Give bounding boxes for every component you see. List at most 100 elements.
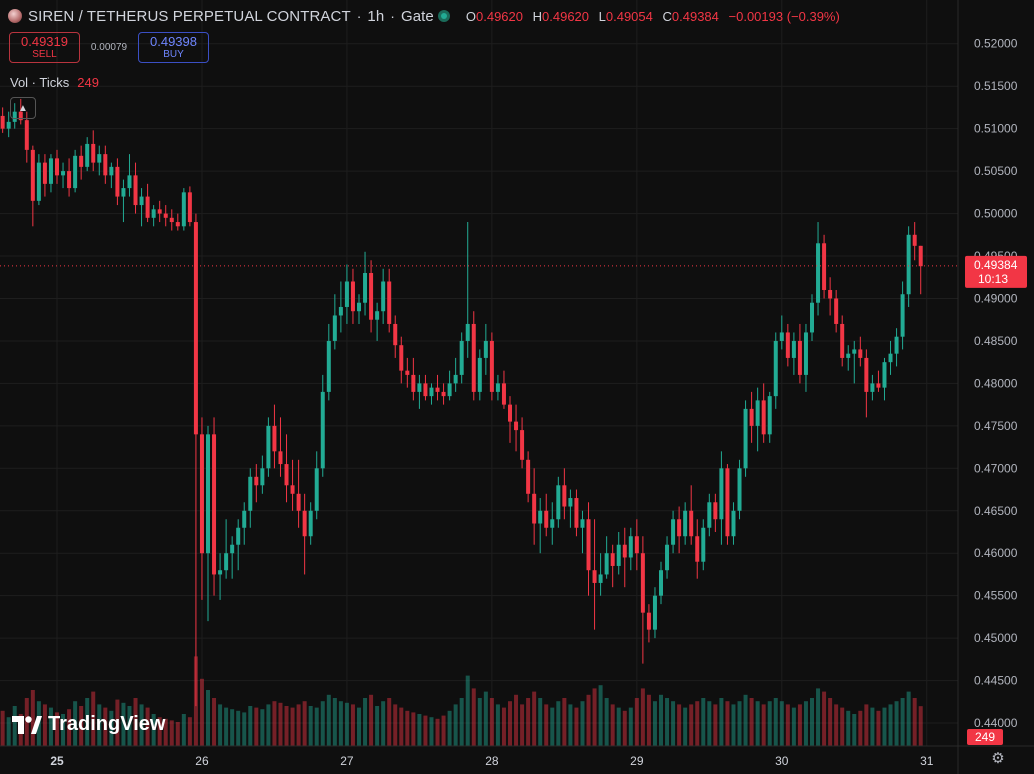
candle-body bbox=[822, 243, 827, 290]
candle-body bbox=[640, 553, 645, 613]
candle-body bbox=[91, 143, 96, 163]
volume-bar bbox=[689, 704, 694, 746]
gear-icon[interactable]: ⚙ bbox=[991, 750, 1005, 767]
time-tick-label: 25 bbox=[50, 754, 64, 768]
grid-lines bbox=[0, 0, 958, 746]
volume-bar bbox=[465, 675, 470, 746]
candle-body bbox=[187, 192, 192, 223]
tradingview-logo[interactable]: TradingView bbox=[12, 713, 165, 736]
candle-body bbox=[755, 400, 760, 426]
candle-body bbox=[260, 468, 265, 486]
volume-bar bbox=[314, 707, 319, 746]
time-axis[interactable]: 25 26 27 28 29 30 31 bbox=[0, 745, 1034, 768]
candle-body bbox=[30, 149, 35, 201]
volume-bar bbox=[755, 701, 760, 746]
volume-bar bbox=[163, 718, 168, 746]
volume-bar bbox=[181, 714, 186, 746]
volume-bar bbox=[725, 701, 730, 746]
volume-bar bbox=[387, 698, 392, 746]
volume-bar bbox=[816, 688, 821, 746]
buy-button[interactable]: 0.49398 BUY bbox=[138, 32, 209, 63]
candle-body bbox=[248, 476, 253, 511]
volume-bar bbox=[471, 688, 476, 746]
volume-bar bbox=[272, 701, 277, 746]
candle-body bbox=[562, 485, 567, 507]
volume-bar bbox=[157, 717, 162, 746]
candle-body bbox=[369, 273, 374, 320]
volume-bar bbox=[332, 698, 337, 746]
candle-body bbox=[127, 175, 132, 189]
volume-bar bbox=[441, 715, 446, 746]
interval-label[interactable]: 1h bbox=[367, 7, 385, 25]
candle-body bbox=[646, 612, 651, 630]
candle-body bbox=[350, 281, 355, 312]
candle-body bbox=[773, 340, 778, 397]
volume-bar bbox=[6, 717, 11, 746]
time-tick-label: 28 bbox=[485, 754, 499, 768]
volume-bar bbox=[326, 694, 331, 746]
market-open-status-icon[interactable] bbox=[437, 10, 450, 22]
volume-bar bbox=[115, 699, 120, 746]
volume-bar bbox=[169, 720, 174, 746]
candle-body bbox=[290, 485, 295, 494]
volume-bar bbox=[610, 704, 615, 746]
candle-body bbox=[18, 111, 23, 121]
volume-bar bbox=[278, 702, 283, 746]
candle-body bbox=[912, 234, 917, 246]
candle-body bbox=[320, 391, 325, 469]
candle-body bbox=[489, 340, 494, 392]
last-volume-label: 249 bbox=[967, 729, 1003, 745]
candle-body bbox=[779, 332, 784, 341]
volume-bar bbox=[405, 710, 410, 746]
candle-body bbox=[326, 340, 331, 392]
volume-bar bbox=[423, 715, 428, 746]
volume-bar bbox=[12, 706, 17, 746]
volume-bar bbox=[133, 698, 138, 746]
collapse-legend-button[interactable]: ▲ bbox=[10, 97, 36, 119]
volume-bar bbox=[411, 712, 416, 746]
volume-bar bbox=[350, 704, 355, 746]
candle-body bbox=[834, 298, 839, 324]
symbol-title[interactable]: SIREN / TETHERUS PERPETUAL CONTRACT bbox=[28, 7, 351, 25]
candle-body bbox=[411, 374, 416, 392]
volume-bar bbox=[797, 704, 802, 746]
volume-bar bbox=[224, 707, 229, 746]
candle-body bbox=[767, 396, 772, 435]
volume-bar bbox=[852, 714, 857, 746]
volume-bar bbox=[308, 706, 313, 746]
candle-body bbox=[580, 519, 585, 528]
candle-body bbox=[296, 493, 301, 511]
volume-bar bbox=[761, 704, 766, 746]
sell-price: 0.49319 bbox=[21, 33, 68, 49]
candle-body bbox=[344, 281, 349, 307]
volume-bar bbox=[864, 704, 869, 746]
volume-bar bbox=[628, 707, 633, 746]
high-value: 0.49620 bbox=[542, 8, 590, 24]
candle-body bbox=[604, 553, 609, 575]
candle-body bbox=[254, 476, 259, 486]
trade-buttons: 0.49319 SELL 0.00079 0.49398 BUY bbox=[9, 32, 209, 63]
price-tick-label: 0.47500 bbox=[974, 419, 1018, 433]
candle-body bbox=[12, 111, 17, 122]
candle-body bbox=[719, 468, 724, 520]
candle-body bbox=[453, 374, 458, 384]
candle-body bbox=[840, 323, 845, 358]
volume-bar bbox=[109, 710, 114, 746]
volume-legend[interactable]: Vol · Ticks 249 bbox=[10, 75, 99, 90]
candle-body bbox=[36, 162, 41, 201]
candle-body bbox=[338, 306, 343, 316]
candle-body bbox=[695, 536, 700, 562]
sell-button[interactable]: 0.49319 SELL bbox=[9, 32, 80, 63]
price-axis[interactable]: 0.520000.515000.510000.505000.500000.495… bbox=[957, 0, 1018, 774]
price-tick-label: 0.48500 bbox=[974, 334, 1018, 348]
candle-body bbox=[816, 243, 821, 303]
price-tick-label: 0.49000 bbox=[974, 291, 1018, 305]
sell-label: SELL bbox=[32, 48, 57, 60]
volume-bar bbox=[151, 714, 156, 746]
volume-bar bbox=[906, 691, 911, 746]
volume-bar bbox=[302, 701, 307, 746]
candle-body bbox=[133, 175, 138, 206]
candle-body bbox=[550, 519, 555, 528]
candle-body bbox=[266, 425, 271, 469]
